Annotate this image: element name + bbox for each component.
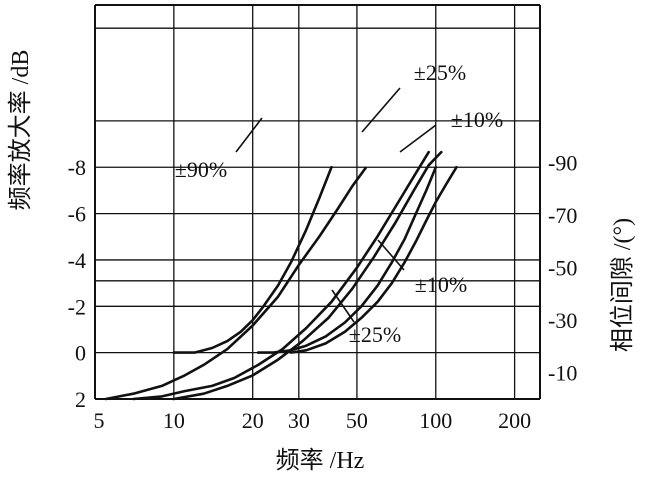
- y-left-tick-label-4: -6: [68, 202, 86, 227]
- x-tick-label-4: 50: [346, 408, 368, 433]
- y-left-tick-label-5: -8: [68, 155, 86, 180]
- y-right-tick-label-1: -70: [548, 203, 577, 228]
- y-right-tick-label-0: -90: [548, 151, 577, 176]
- x-tick-label-6: 200: [498, 408, 531, 433]
- series-line-4: [132, 150, 431, 401]
- x-axis-title: 频率 /Hz: [276, 447, 365, 474]
- annotation-pm25-bottom: ±25%: [349, 322, 401, 347]
- x-tick-label-3: 30: [288, 408, 310, 433]
- y-right-tick-label-2: -50: [548, 256, 577, 281]
- annotation-leader-2: [235, 117, 263, 153]
- x-tick-label-2: 20: [242, 408, 264, 433]
- series-line-0: [172, 165, 333, 354]
- annotation-leader-0: [361, 87, 401, 133]
- x-tick-label-1: 10: [163, 408, 185, 433]
- grid: [94, 4, 541, 400]
- series-line-2: [289, 165, 458, 354]
- series-line-5: [172, 150, 443, 401]
- y-axis-title-left: 频率放大率 /dB: [7, 50, 34, 211]
- x-tick-label-0: 5: [94, 408, 105, 433]
- annotation-leader-3: [377, 239, 405, 271]
- y-left-tick-label-0: 2: [75, 387, 86, 412]
- annotation-leaders: [235, 87, 437, 323]
- series-line-3: [104, 166, 368, 401]
- annotation-pm10-top: ±10%: [451, 107, 503, 132]
- series-group: [104, 150, 458, 401]
- annotation-leader-4: [331, 289, 355, 323]
- y-left-tick-label-2: -2: [68, 294, 86, 319]
- annotation-pm90: ±90%: [175, 157, 227, 182]
- annotation-leader-1: [399, 124, 437, 153]
- x-tick-label-5: 100: [419, 408, 452, 433]
- annotation-pm25-top: ±25%: [414, 60, 466, 85]
- y-right-tick-label-3: -30: [548, 308, 577, 333]
- y-left-tick-label-3: -4: [68, 248, 86, 273]
- y-left-tick-label-1: 0: [75, 341, 86, 366]
- annotation-pm10-bottom: ±10%: [415, 272, 467, 297]
- y-right-tick-label-4: -10: [548, 361, 577, 386]
- y-axis-title-right: 相位间隙 /(°): [609, 218, 636, 352]
